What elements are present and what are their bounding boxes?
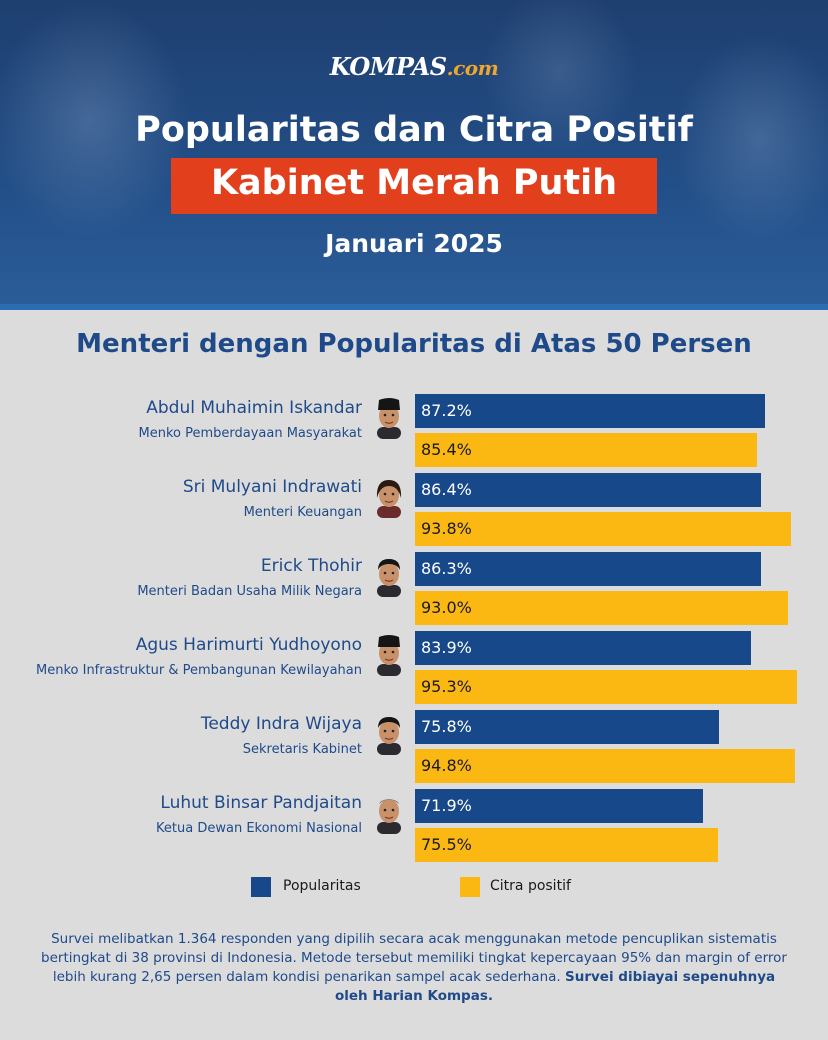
- logo-suffix: .com: [446, 56, 499, 80]
- bar-label-popularitas: 71.9%: [421, 796, 472, 815]
- bar-citra-positif: [415, 828, 718, 862]
- minister-name: Erick Thohir: [260, 556, 362, 576]
- bar-label-popularitas: 83.9%: [421, 638, 472, 657]
- title-line-1: Popularitas dan Citra Positif: [135, 110, 693, 150]
- legend-swatch-citra: [460, 877, 480, 897]
- minister-name: Agus Harimurti Yudhoyono: [135, 635, 362, 655]
- bar-label-popularitas: 86.3%: [421, 559, 472, 578]
- bar-label-citra-positif: 75.5%: [421, 835, 472, 854]
- header-divider: [0, 304, 828, 310]
- title-line-2: Kabinet Merah Putih: [210, 163, 618, 203]
- minister-name: Luhut Binsar Pandjaitan: [160, 793, 362, 813]
- portrait-icon: [377, 799, 401, 834]
- bar-citra-positif: [415, 591, 788, 625]
- title-highlight-box: [171, 158, 657, 214]
- survey-date: Januari 2025: [325, 229, 503, 258]
- bar-label-citra-positif: 94.8%: [421, 756, 472, 775]
- bar-label-popularitas: 75.8%: [421, 717, 472, 736]
- minister-role: Menko Infrastruktur & Pembangunan Kewila…: [36, 663, 362, 678]
- bar-label-popularitas: 86.4%: [421, 480, 472, 499]
- bar-popularitas: [415, 552, 761, 586]
- bar-label-popularitas: 87.2%: [421, 401, 472, 420]
- survey-note: Survei melibatkan 1.364 responden yang d…: [40, 930, 788, 1006]
- minister-role: Menko Pemberdayaan Masyarakat: [138, 426, 362, 441]
- bar-popularitas: [415, 710, 719, 744]
- portrait-icon: [377, 717, 401, 755]
- chart-title: Menteri dengan Popularitas di Atas 50 Pe…: [76, 329, 752, 359]
- legend-label-citra: Citra positif: [490, 878, 571, 894]
- bar-popularitas: [415, 394, 765, 428]
- header-banner: [0, 0, 828, 310]
- bar-citra-positif: [415, 512, 791, 546]
- legend-label-popularitas: Popularitas: [283, 878, 361, 894]
- bar-label-citra-positif: 93.0%: [421, 598, 472, 617]
- kompas-logo: KOMPAS.com: [0, 52, 828, 81]
- minister-role: Sekretaris Kabinet: [242, 742, 362, 757]
- portrait-icon: [376, 480, 402, 518]
- bar-popularitas: [415, 789, 703, 823]
- bar-label-citra-positif: 93.8%: [421, 519, 472, 538]
- portrait-icon: [377, 635, 401, 676]
- portrait-icon: [377, 398, 401, 439]
- bar-citra-positif: [415, 433, 757, 467]
- minister-name: Teddy Indra Wijaya: [200, 714, 362, 734]
- bar-citra-positif: [415, 670, 797, 704]
- portrait-icon: [377, 559, 401, 597]
- note-text: Survei melibatkan 1.364 responden yang d…: [41, 931, 787, 985]
- bar-popularitas: [415, 631, 751, 665]
- legend-swatch-popularitas: [251, 877, 271, 897]
- bar-citra-positif: [415, 749, 795, 783]
- logo-main: KOMPAS: [329, 52, 447, 81]
- bar-popularitas: [415, 473, 761, 507]
- minister-role: Ketua Dewan Ekonomi Nasional: [156, 821, 362, 836]
- note-bold-text: Survei dibiayai sepenuhnya oleh Harian K…: [335, 969, 776, 1004]
- minister-role: Menteri Badan Usaha Milik Negara: [137, 584, 362, 599]
- bar-label-citra-positif: 95.3%: [421, 677, 472, 696]
- minister-name: Abdul Muhaimin Iskandar: [146, 398, 362, 418]
- bar-label-citra-positif: 85.4%: [421, 440, 472, 459]
- minister-name: Sri Mulyani Indrawati: [182, 477, 362, 497]
- minister-role: Menteri Keuangan: [243, 505, 362, 520]
